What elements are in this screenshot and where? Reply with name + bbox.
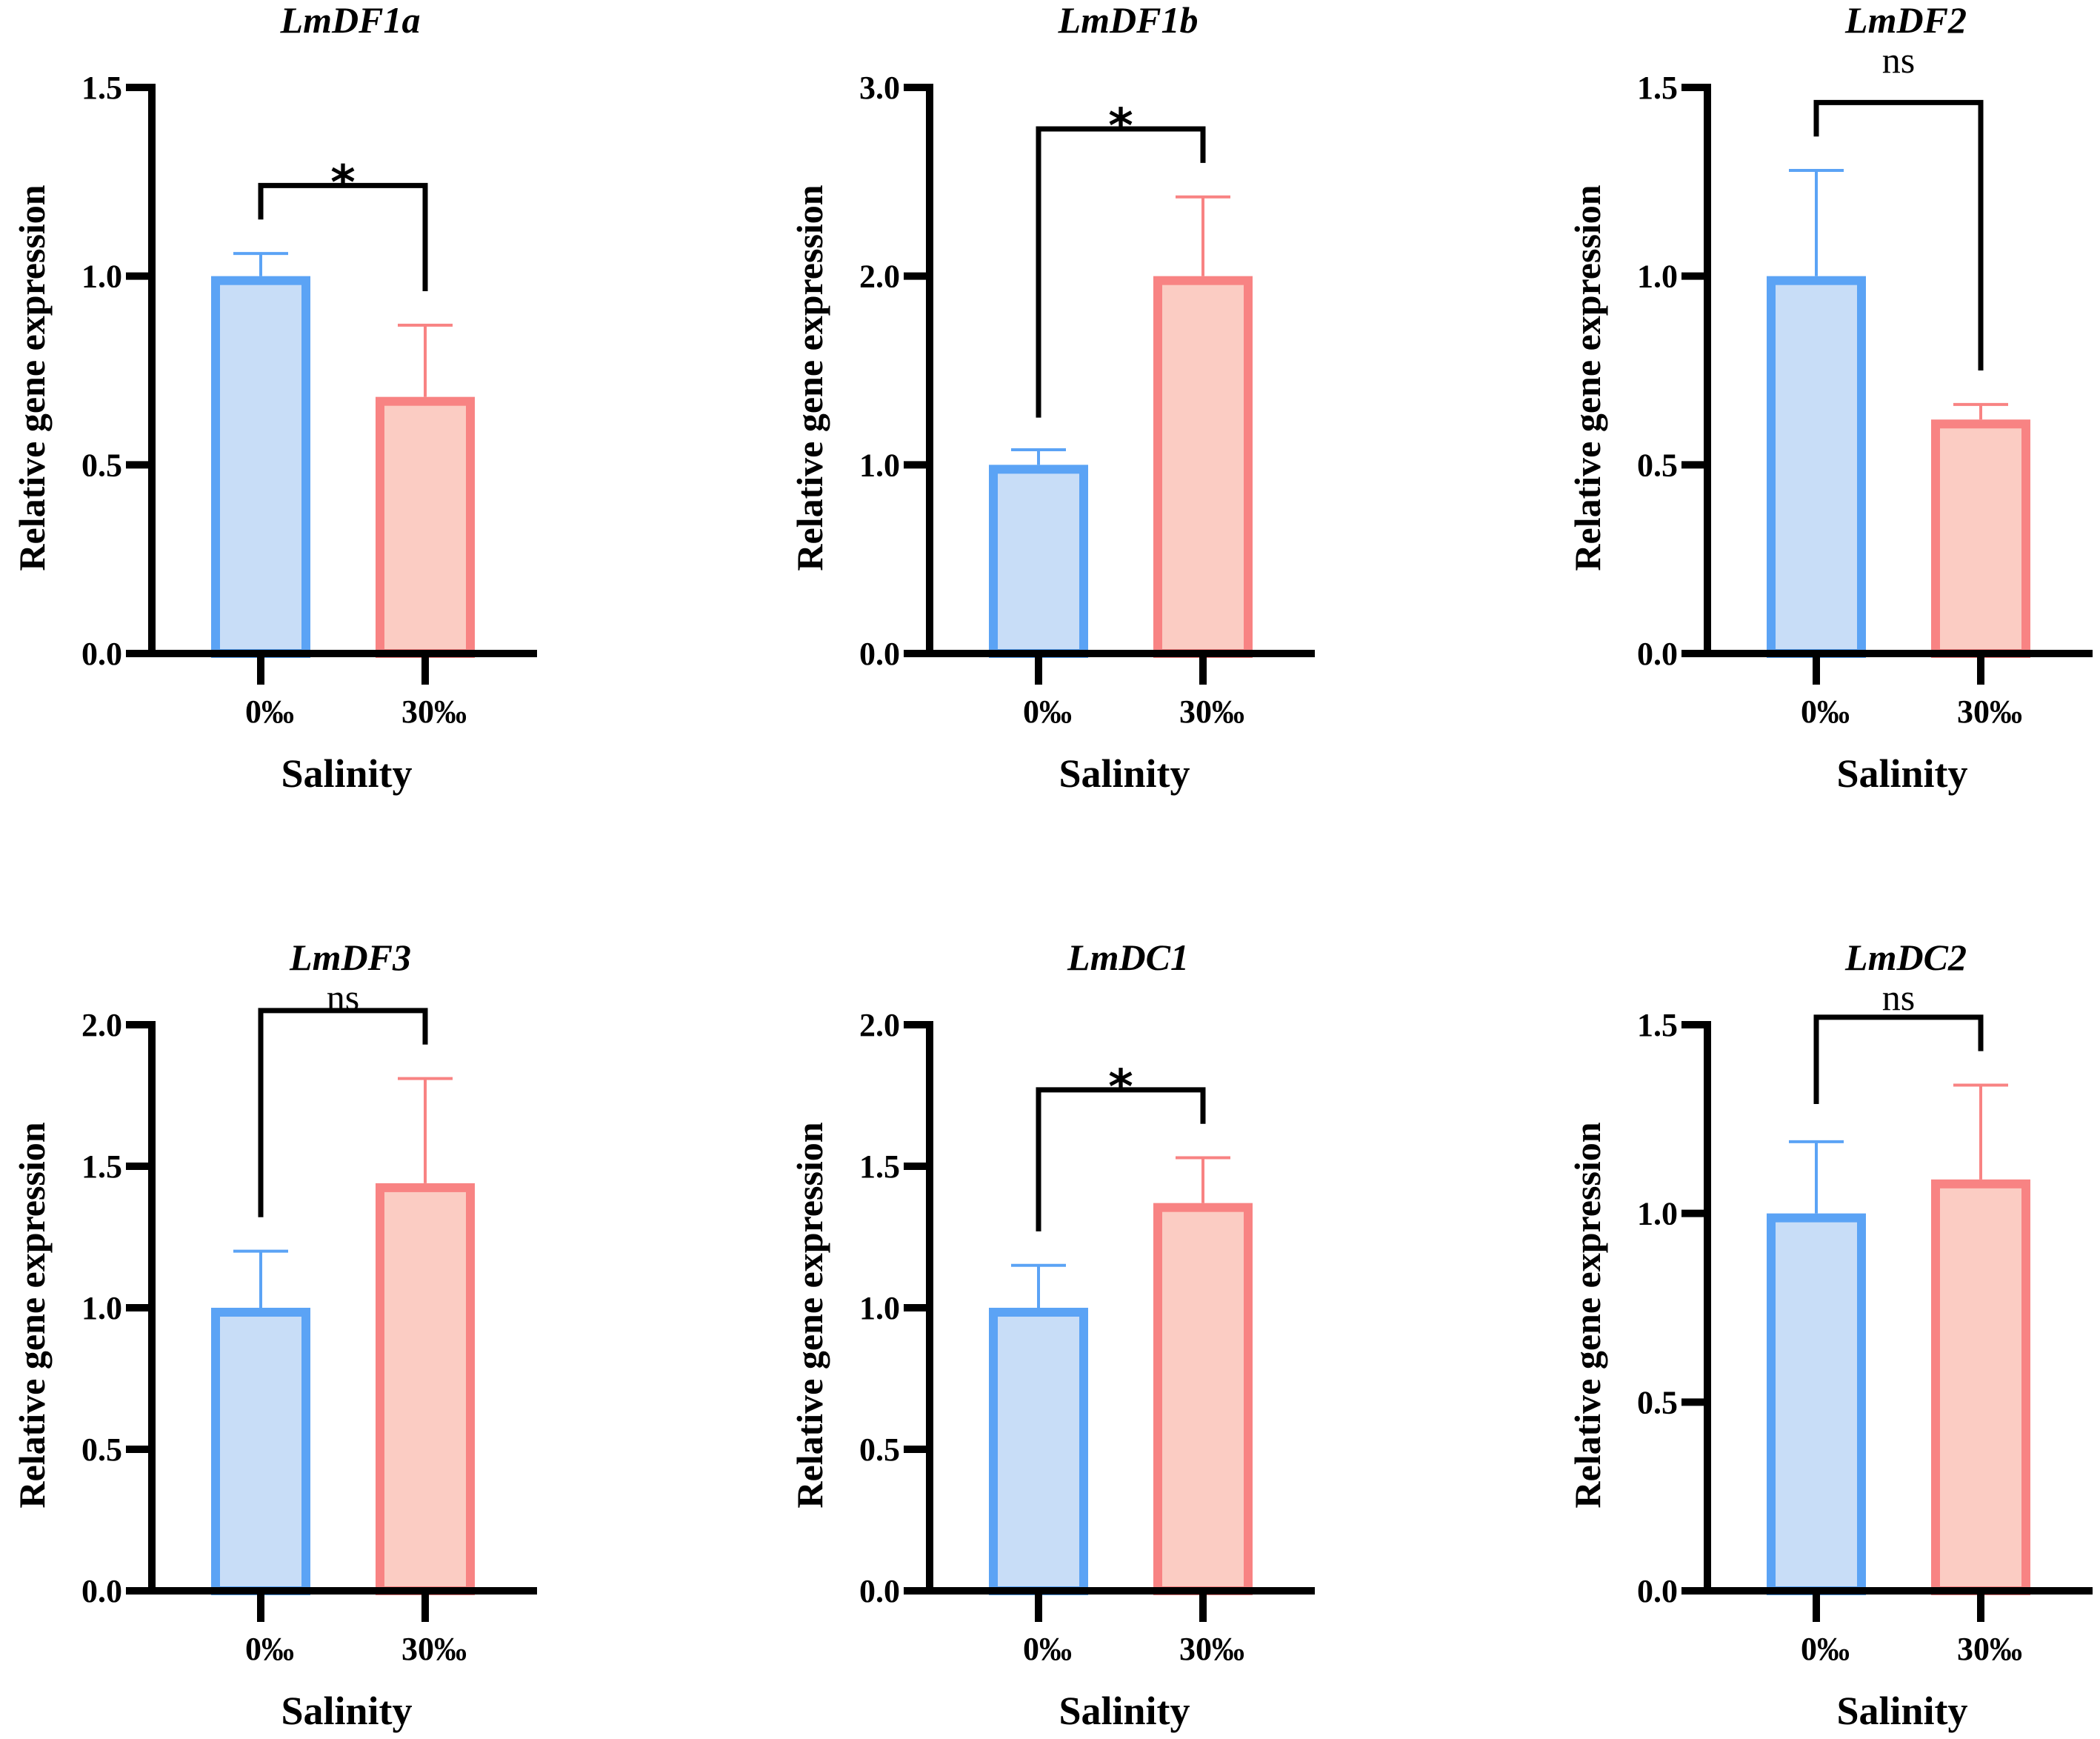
y-tick-label: 0.0: [81, 636, 122, 672]
y-tick-label: 1.5: [81, 1148, 122, 1185]
x-tick-label: 30‰: [401, 1631, 467, 1667]
chart-panel-lmdf1a: LmDF1a 0.0 0.5 1.0 1.5 0‰ 30‰ Salinity Relative …: [11, 0, 537, 796]
x-axis-label: Salinity: [1059, 751, 1190, 796]
significance-label: ns: [1882, 39, 1915, 81]
chart-panel-lmdf2: LmDF2 0.0 0.5 1.0 1.5 0‰ 30‰ Salinity Relative g…: [1567, 0, 2093, 796]
y-tick-label: 1.0: [859, 447, 900, 483]
x-tick-label: 0‰: [245, 1631, 294, 1667]
chart-title: LmDF1a: [280, 0, 421, 41]
chart-title: LmDC1: [1067, 937, 1189, 978]
x-tick-label: 0‰: [1801, 694, 1850, 730]
y-tick-label: 0.0: [859, 636, 900, 672]
chart-title: LmDF1b: [1058, 0, 1199, 41]
y-tick-label: 1.0: [81, 259, 122, 295]
chart-panel-lmdc2: LmDC2 0.0 0.5 1.0 1.5 0‰ 30‰ Salinity Relative g…: [1567, 937, 2093, 1733]
bar-0-permille: [211, 1308, 310, 1595]
significance-label: ns: [1882, 977, 1915, 1018]
y-tick-label: 0.0: [859, 1573, 900, 1609]
y-tick-label: 1.5: [859, 1148, 900, 1185]
x-tick-label: 0‰: [1801, 1631, 1850, 1667]
y-tick-label: 0.0: [1637, 1573, 1678, 1609]
bar-30-permille: [1931, 419, 2030, 658]
y-tick-label: 1.0: [81, 1290, 122, 1326]
significance-bracket: [258, 182, 428, 292]
y-tick-label: 0.5: [81, 1432, 122, 1468]
bar-0-permille: [1767, 1213, 1866, 1595]
y-tick-label: 1.5: [81, 70, 122, 106]
bar-0-permille: [989, 1308, 1088, 1595]
x-tick-label: 30‰: [1179, 694, 1244, 730]
x-tick-label: 0‰: [1023, 1631, 1072, 1667]
y-tick-label: 0.0: [81, 1573, 122, 1609]
x-tick-label: 30‰: [1957, 1631, 2022, 1667]
y-tick-label: 3.0: [859, 70, 900, 106]
significance-bracket: [258, 1008, 428, 1217]
y-tick-label: 1.5: [1637, 1007, 1678, 1043]
y-tick-label: 2.0: [81, 1007, 122, 1043]
y-tick-label: 0.5: [81, 447, 122, 483]
y-axis-label: Relative gene expression: [789, 1122, 830, 1508]
y-tick-label: 1.0: [1637, 1196, 1678, 1232]
x-axis-label: Salinity: [1836, 751, 1967, 796]
y-axis-label: Relative gene expression: [1567, 184, 1608, 571]
x-axis-label: Salinity: [281, 1689, 412, 1733]
chart-title: LmDF3: [289, 937, 411, 978]
y-tick-label: 0.5: [1637, 447, 1678, 483]
y-tick-label: 1.0: [859, 1290, 900, 1326]
x-tick-label: 0‰: [1023, 694, 1072, 730]
bar-30-permille: [1153, 276, 1253, 658]
significance-label: *: [1108, 99, 1133, 154]
x-axis-label: Salinity: [1059, 1689, 1190, 1733]
x-tick-label: 30‰: [401, 694, 467, 730]
bar-30-permille: [376, 396, 475, 658]
significance-label: *: [1108, 1060, 1133, 1115]
y-axis-label: Relative gene expression: [11, 1122, 53, 1508]
bar-0-permille: [1767, 276, 1866, 658]
bar-30-permille: [1153, 1203, 1253, 1596]
chart-title: LmDF2: [1844, 0, 1967, 41]
bar-0-permille: [989, 465, 1088, 658]
y-tick-label: 1.5: [1637, 70, 1678, 106]
y-tick-label: 0.5: [859, 1432, 900, 1468]
y-tick-label: 1.0: [1637, 259, 1678, 295]
x-tick-label: 30‰: [1179, 1631, 1244, 1667]
bar-30-permille: [376, 1183, 475, 1596]
chart-panel-lmdf1b: LmDF1b 0.0 1.0 2.0 3.0 0‰ 30‰ Salinity Relative …: [789, 0, 1315, 796]
significance-bracket: [1036, 1087, 1206, 1231]
bar-0-permille: [211, 276, 310, 658]
chart-title: LmDC2: [1844, 937, 1967, 978]
x-tick-label: 30‰: [1957, 694, 2022, 730]
y-tick-label: 2.0: [859, 259, 900, 295]
chart-panel-lmdc1: LmDC1 0.0 0.5 1.0 1.5 2.0 0‰ 30‰ Salinity Relativ…: [789, 937, 1315, 1733]
y-axis-label: Relative gene expression: [789, 184, 830, 571]
y-axis-label: Relative gene expression: [11, 184, 53, 571]
x-axis-label: Salinity: [281, 751, 412, 796]
bar-30-permille: [1931, 1179, 2030, 1595]
significance-label: *: [330, 156, 355, 210]
significance-bracket: [1813, 99, 1984, 370]
y-tick-label: 0.5: [1637, 1384, 1678, 1420]
significance-bracket: [1813, 1014, 1984, 1104]
y-tick-label: 0.0: [1637, 636, 1678, 672]
significance-bracket: [1036, 126, 1206, 418]
chart-panel-lmdf3: LmDF3 0.0 0.5 1.0 1.5 2.0 0‰ 30‰ Salinity Relativ…: [11, 937, 537, 1733]
y-tick-label: 2.0: [859, 1007, 900, 1043]
x-tick-label: 0‰: [245, 694, 294, 730]
x-axis-label: Salinity: [1836, 1689, 1967, 1733]
significance-label: ns: [327, 977, 359, 1018]
y-axis-label: Relative gene expression: [1567, 1122, 1608, 1508]
